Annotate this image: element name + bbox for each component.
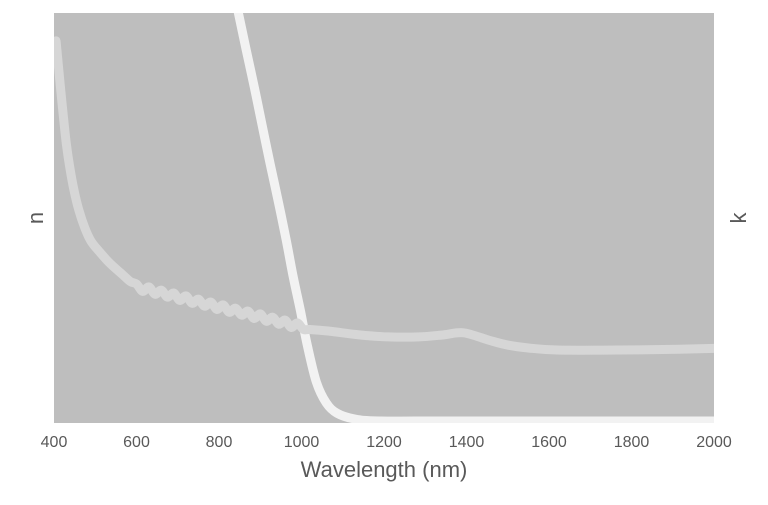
series-line-n	[54, 36, 714, 355]
x-axis-title: Wavelength (nm)	[300, 457, 468, 482]
left-y-axis-title: n	[23, 211, 48, 225]
x-tick-label-2000: 2000	[696, 434, 732, 451]
plot-area	[54, 13, 714, 423]
right-y-axis-title: k	[726, 212, 751, 224]
x-tick-label-1200: 1200	[366, 434, 402, 451]
x-tick-label-400: 400	[40, 434, 68, 451]
series-lines-canvas	[54, 13, 714, 423]
x-tick-label-1600: 1600	[531, 434, 567, 451]
x-tick-label-1800: 1800	[613, 434, 650, 451]
x-axis-tick-labels: 400 600 800 1000 1200 1400 1600 1800 2000	[0, 434, 768, 452]
x-tick-label-800: 800	[205, 434, 233, 451]
x-tick-label-600: 600	[123, 434, 150, 451]
series-line-k	[233, 13, 714, 423]
x-tick-label-1000: 1000	[283, 434, 320, 451]
x-tick-label-1400: 1400	[448, 434, 485, 451]
